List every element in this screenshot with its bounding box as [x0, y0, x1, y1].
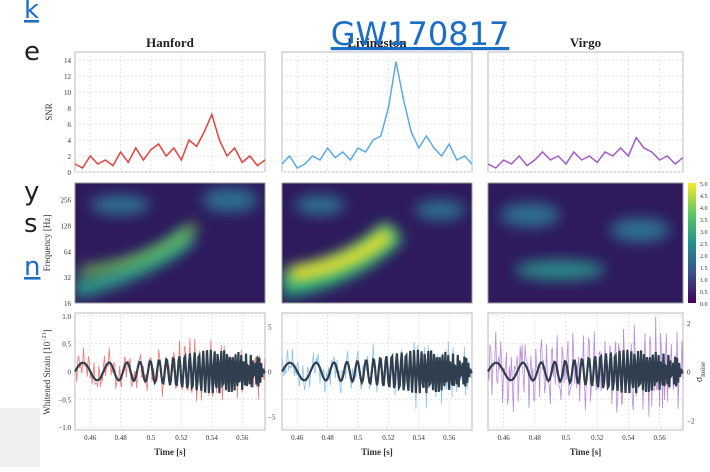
x-tick-label: 0.5 [354, 434, 363, 442]
x-tick-label: 0.56 [443, 434, 456, 442]
x-tick-label: 0.52 [382, 434, 395, 442]
label-part: Whitened Strain [10 [42, 341, 52, 414]
text-fragment[interactable]: n [24, 252, 40, 282]
x-tick-label: 0.46 [84, 434, 97, 442]
y-tick-label: 2 [68, 153, 72, 161]
colorbar-tick-label: 2.5 [700, 242, 708, 248]
sidebar-box [0, 408, 40, 467]
y-tick-label: 12 [64, 73, 72, 81]
colorbar-tick-label: 0.0 [700, 302, 708, 308]
x-tick-label: 0.56 [236, 434, 249, 442]
colorbar-tick-label: 1.5 [700, 266, 708, 272]
x-tick-label: 0.54 [622, 434, 635, 442]
y-tick-label: −1.0 [58, 424, 71, 432]
y-tick-label: 1.0 [62, 313, 71, 321]
panel-frame [281, 182, 473, 304]
colorbar-tick-label: 2.0 [700, 254, 708, 260]
text-fragment: e [24, 37, 40, 67]
y-tick-label: 128 [61, 222, 72, 230]
y-tick-label: 14 [64, 57, 72, 65]
x-tick-label: 0.5 [147, 434, 156, 442]
panel-title: Virgo [570, 35, 601, 50]
raw-strain [487, 316, 684, 417]
spectrogram [282, 183, 472, 303]
text-fragment: y [24, 177, 39, 207]
x-tick-label: 0.56 [653, 434, 666, 442]
label-part: σ [694, 376, 705, 382]
colorbar-tick-label: 1.0 [700, 278, 708, 284]
whitened-strain [487, 349, 684, 394]
x-tick-label: 0.54 [413, 434, 426, 442]
x-tick-label: 0.54 [206, 434, 219, 442]
y-tick-label: 32 [64, 274, 72, 282]
colorbar-tick-label: 3.0 [700, 230, 708, 236]
y-tick-label: 0 [68, 369, 72, 377]
colorbar-tick-label: 4.5 [700, 194, 708, 200]
label-part: noise [699, 362, 707, 377]
spectrogram [75, 183, 265, 303]
panel-frame [74, 51, 266, 173]
y2-tick-label: 0 [268, 369, 272, 377]
y-axis-label: SNR [44, 103, 54, 121]
colorbar-tick-label: 4.0 [700, 206, 708, 212]
whitened-strain [74, 349, 266, 394]
y2-tick-label: 2 [687, 320, 691, 328]
x-tick-label: 0.48 [321, 434, 334, 442]
y-tick-label: 256 [61, 197, 72, 205]
text-fragment[interactable]: k [24, 0, 39, 25]
y2-tick-label: −2 [687, 417, 695, 425]
colorbar-tick-label: 3.5 [700, 218, 708, 224]
x-tick-label: 0.46 [291, 434, 304, 442]
y-axis-label: Frequency [Hz] [42, 215, 52, 272]
y2-tick-label: 0 [687, 369, 691, 377]
y2-tick-label: 5 [268, 324, 272, 332]
page-link[interactable]: GW170817 [331, 15, 510, 53]
panel-frame [281, 51, 473, 173]
panel-title: Hanford [146, 35, 194, 50]
x-tick-label: 0.5 [562, 434, 571, 442]
snr-line [281, 61, 473, 169]
x-axis-label: Time [s] [361, 447, 393, 457]
y-axis-label: Whitened Strain [10−21] [42, 329, 52, 414]
spectrogram [488, 183, 683, 303]
x-tick-label: 0.52 [591, 434, 604, 442]
y-tick-label: 16 [64, 300, 72, 308]
label-part: −21 [42, 332, 48, 341]
panel-frame [74, 182, 266, 304]
colorbar [688, 183, 696, 303]
y-tick-label: 10 [64, 89, 72, 97]
whitened-strain [281, 349, 473, 394]
panel-frame [487, 182, 684, 304]
colorbar-tick-label: 5.0 [700, 182, 708, 188]
panel-title: Livingston [347, 35, 407, 50]
x-tick-label: 0.52 [175, 434, 188, 442]
label-part: ] [42, 329, 52, 332]
colorbar-tick-label: 0.5 [700, 290, 708, 296]
y-tick-label: 64 [64, 248, 72, 256]
x-axis-label: Time [s] [570, 447, 602, 457]
y-tick-label: −0.5 [58, 396, 71, 404]
text-fragment: s [24, 209, 38, 239]
y-tick-label: 0.5 [62, 341, 71, 349]
y-tick-label: 6 [68, 121, 72, 129]
snr-line [487, 136, 684, 169]
x-tick-label: 0.48 [529, 434, 542, 442]
y-tick-label: 8 [68, 105, 72, 113]
y-tick-label: 0 [68, 169, 72, 177]
x-axis-label: Time [s] [154, 447, 186, 457]
x-tick-label: 0.48 [114, 434, 127, 442]
x-tick-label: 0.46 [497, 434, 510, 442]
y2-axis-label: σnoise [694, 362, 707, 382]
y2-tick-label: −5 [268, 414, 276, 422]
snr-line [74, 112, 266, 169]
y-tick-label: 4 [68, 137, 72, 145]
